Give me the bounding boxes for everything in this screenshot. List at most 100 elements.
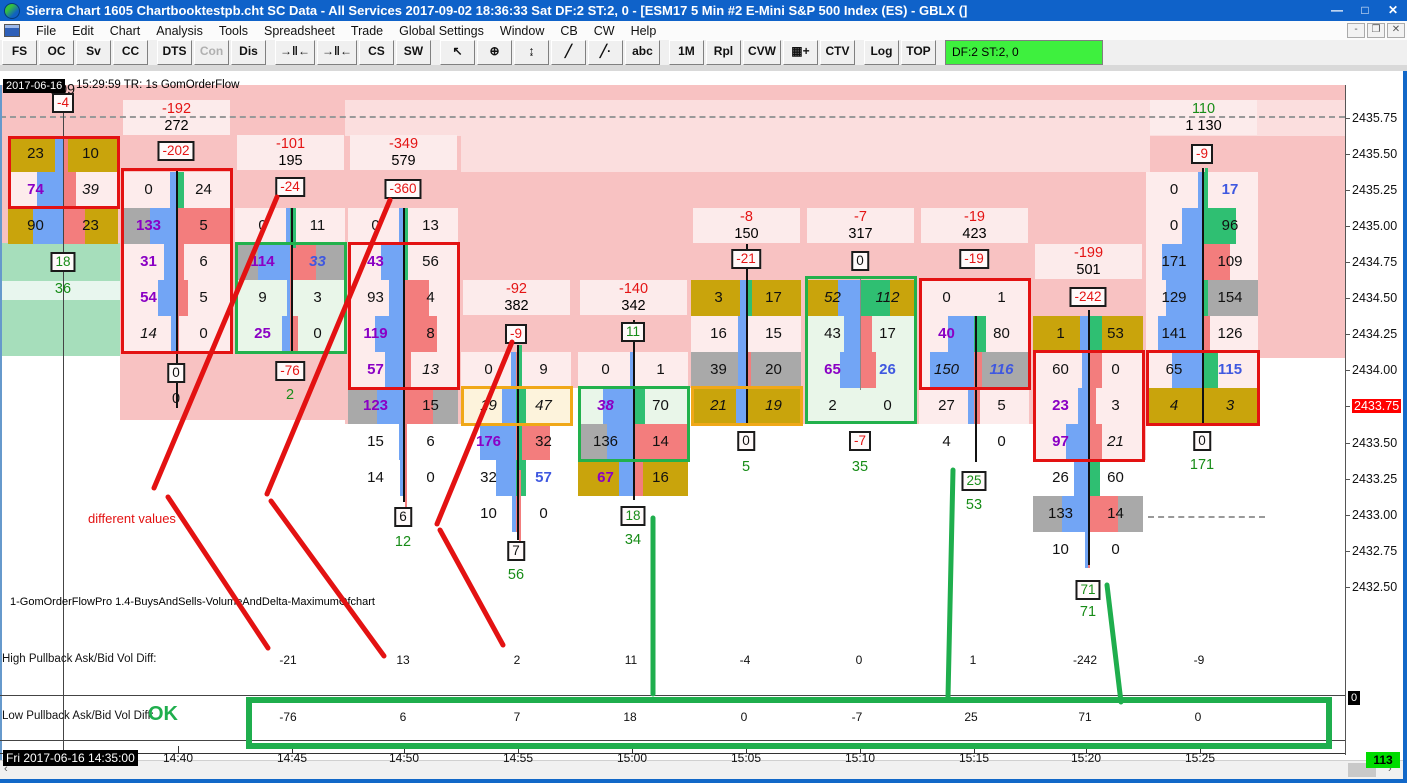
boxed-value-label: 0 bbox=[737, 431, 755, 451]
ray-tool-icon[interactable]: ╱· bbox=[587, 40, 623, 65]
cvw-button[interactable]: CVW bbox=[742, 40, 781, 65]
boxed-value-label: -9 bbox=[1190, 144, 1214, 164]
bid-volume-value: 23 bbox=[1052, 397, 1069, 414]
log-button[interactable]: Log bbox=[863, 40, 899, 65]
replay-button[interactable]: Rpl bbox=[705, 40, 741, 65]
price-axis-label: 2432.50 bbox=[1352, 580, 1398, 594]
footprint-row: 67 16 bbox=[578, 460, 688, 496]
disconnect-button[interactable]: Dis bbox=[231, 40, 266, 65]
toolbar: FS OC Sv CC DTS Con Dis →‖← →‖← CS SW ↖ ⊕ ↨ ╱ ╱· abc 1M Rp… bbox=[0, 40, 1407, 71]
red-annotation-line bbox=[268, 498, 387, 659]
column-volume: 1 130 bbox=[1185, 117, 1222, 134]
tvw-grid-icon[interactable]: ▦+ bbox=[782, 40, 818, 65]
maximize-button[interactable]: □ bbox=[1361, 3, 1369, 17]
ask-volume-bar bbox=[403, 280, 429, 316]
vertical-line bbox=[633, 320, 635, 500]
increase-bar-spacing-icon[interactable]: →‖← bbox=[316, 40, 357, 65]
menu-item-cb[interactable]: CB bbox=[560, 23, 578, 38]
menu-item-window[interactable]: Window bbox=[499, 23, 545, 38]
vertical-line bbox=[519, 345, 522, 465]
ask-volume-bar bbox=[974, 352, 982, 388]
price-axis-tick bbox=[1345, 334, 1350, 335]
close-chart-button[interactable]: CC bbox=[113, 40, 148, 65]
price-axis-label: 2432.75 bbox=[1352, 544, 1398, 558]
footprint-row: 27 5 bbox=[919, 388, 1029, 424]
boxed-value-label: 25 bbox=[961, 471, 987, 491]
save-button[interactable]: Sv bbox=[76, 40, 111, 65]
dts-button[interactable]: DTS bbox=[157, 40, 192, 65]
menu-item-cw[interactable]: CW bbox=[593, 23, 615, 38]
boxed-value-label: -202 bbox=[157, 141, 195, 161]
bid-volume-bar bbox=[1066, 424, 1088, 460]
bid-volume-value: 27 bbox=[938, 397, 955, 414]
scroll-right-icon[interactable]: › bbox=[1388, 763, 1392, 775]
menu-item-chart[interactable]: Chart bbox=[109, 23, 141, 38]
ask-cell-bg bbox=[1202, 316, 1258, 352]
low-pullback-value: 6 bbox=[399, 710, 407, 724]
column-header: -199 501 bbox=[1035, 244, 1142, 279]
ask-volume-bar bbox=[860, 280, 890, 316]
ask-cell-bg bbox=[633, 424, 688, 460]
bid-volume-value: 21 bbox=[710, 397, 727, 414]
vertical-line-tool-icon[interactable]: ↨ bbox=[513, 40, 549, 65]
ask-volume-value: 23 bbox=[82, 217, 99, 234]
menu-item-spreadsheet[interactable]: Spreadsheet bbox=[264, 23, 335, 38]
bid-volume-value: 38 bbox=[597, 397, 614, 414]
time-axis-date-badge: Fri 2017-06-16 14:35:00 bbox=[3, 750, 138, 766]
top-button[interactable]: TOP bbox=[900, 40, 936, 65]
pointer-tool-icon[interactable]: ↖ bbox=[439, 40, 475, 65]
close-button[interactable]: ✕ bbox=[1387, 3, 1399, 17]
open-chartbook-button[interactable]: OC bbox=[39, 40, 74, 65]
menu-item-global-settings[interactable]: Global Settings bbox=[399, 23, 484, 38]
decrease-bar-spacing-icon[interactable]: →‖← bbox=[275, 40, 315, 65]
highlight-outline-box bbox=[805, 276, 917, 424]
menu-close-button[interactable]: ✕ bbox=[1387, 23, 1405, 38]
text-tool-button[interactable]: abc bbox=[624, 40, 660, 65]
one-minute-button[interactable]: 1M bbox=[668, 40, 704, 65]
vertical-line bbox=[1205, 168, 1208, 213]
menu-restore-button[interactable]: ❐ bbox=[1367, 23, 1385, 38]
bid-cell-bg bbox=[691, 352, 746, 388]
bid-volume-bar bbox=[930, 352, 974, 388]
fullscreen-button[interactable]: FS bbox=[2, 40, 37, 65]
menu-minimize-button[interactable]: ‐ bbox=[1347, 23, 1365, 38]
trendline-tool-icon[interactable]: ╱ bbox=[550, 40, 586, 65]
menu-item-file[interactable]: File bbox=[36, 23, 57, 38]
menu-item-trade[interactable]: Trade bbox=[350, 23, 384, 38]
minimize-button[interactable]: — bbox=[1331, 3, 1343, 17]
menu-item-help[interactable]: Help bbox=[630, 23, 657, 38]
bid-cell-bg bbox=[1033, 316, 1088, 352]
boxed-value-label: -7 bbox=[848, 431, 872, 451]
crosshair-tool-icon[interactable]: ⊕ bbox=[476, 40, 512, 65]
bid-volume-bar bbox=[838, 280, 860, 316]
time-axis-tick bbox=[1086, 746, 1087, 753]
column-delta: -192 bbox=[161, 101, 192, 117]
ctv-button[interactable]: CTV bbox=[819, 40, 855, 65]
scroll-left-icon[interactable]: ‹ bbox=[4, 763, 8, 775]
menu-item-tools[interactable]: Tools bbox=[218, 23, 249, 38]
title-bar: Sierra Chart 1605 Chartbooktestpb.cht SC… bbox=[0, 0, 1407, 21]
chart-settings-button[interactable]: CS bbox=[358, 40, 394, 65]
bid-volume-value: 16 bbox=[710, 325, 727, 342]
menu-item-edit[interactable]: Edit bbox=[72, 23, 94, 38]
vertical-line bbox=[519, 470, 521, 545]
boxed-value-label: 18 bbox=[620, 506, 646, 526]
menu-item-analysis[interactable]: Analysis bbox=[156, 23, 203, 38]
price-axis-label: 2433.00 bbox=[1352, 508, 1398, 522]
window-bottom-border bbox=[0, 779, 1407, 783]
bid-volume-value: 90 bbox=[27, 217, 44, 234]
bid-volume-value: 26 bbox=[1052, 469, 1069, 486]
footprint-row: 23 10 bbox=[8, 136, 118, 172]
high-pullback-value: -4 bbox=[739, 653, 751, 667]
column-header: -349 579 bbox=[350, 135, 457, 170]
footprint-row: 65 115 bbox=[1146, 352, 1258, 388]
last-price-label: 2433.75 bbox=[1352, 399, 1402, 413]
value-label: 2 bbox=[285, 387, 295, 403]
connect-button[interactable]: Con bbox=[194, 40, 229, 65]
study-window-button[interactable]: SW bbox=[395, 40, 431, 65]
boxed-value-label: -9 bbox=[504, 324, 528, 344]
footprint-row: 39 20 bbox=[691, 352, 801, 388]
boxed-value-label: -21 bbox=[731, 249, 761, 269]
footprint-row: 23 3 bbox=[1033, 388, 1143, 424]
